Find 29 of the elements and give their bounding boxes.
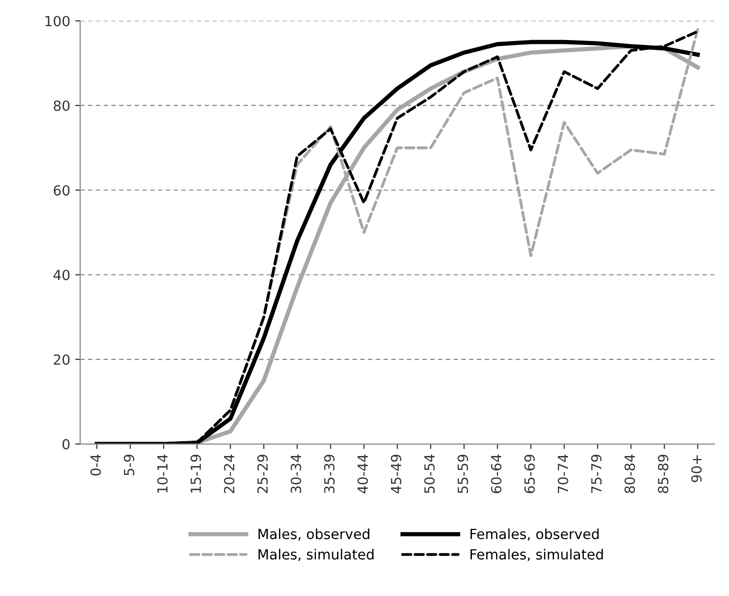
x-tick-label: 25-29 bbox=[257, 454, 268, 494]
x-tick-label: 45-49 bbox=[390, 454, 402, 494]
x-tick-label: 35-39 bbox=[324, 454, 335, 494]
legend-label: Females, simulated bbox=[470, 548, 603, 562]
x-tick-label: 20-24 bbox=[224, 454, 234, 494]
y-tick-label: 0 bbox=[62, 438, 70, 450]
x-tick-label: 55-59 bbox=[458, 454, 468, 494]
x-tick-label: 85-89 bbox=[658, 454, 668, 494]
legend-label: Males, simulated bbox=[258, 548, 374, 562]
y-tick-label: 40 bbox=[53, 270, 70, 280]
x-tick-label: 15-19 bbox=[190, 454, 202, 493]
y-tick-label: 20 bbox=[54, 354, 70, 365]
x-tick-label: 70-74 bbox=[558, 454, 568, 493]
x-tick-label: 80-84 bbox=[624, 454, 635, 494]
x-tick-label: 75-79 bbox=[591, 454, 602, 493]
x-tick-label: 90+ bbox=[691, 455, 702, 482]
x-tick-label: 5-9 bbox=[124, 454, 134, 476]
legend-label: Females, observed bbox=[470, 528, 599, 541]
x-tick-label: 65-69 bbox=[524, 454, 535, 494]
x-tick-label: 50-54 bbox=[424, 454, 435, 494]
legend-label: Males, observed bbox=[258, 528, 370, 541]
y-tick-label: 80 bbox=[54, 100, 70, 111]
y-tick-label: 60 bbox=[54, 185, 70, 196]
x-tick-label: 0-4 bbox=[90, 454, 101, 476]
x-tick-label: 10-14 bbox=[157, 454, 168, 493]
x-tick-label: 30-34 bbox=[290, 454, 302, 494]
y-tick-label: 100 bbox=[45, 16, 70, 26]
x-tick-label: 40-44 bbox=[357, 454, 368, 494]
x-tick-label: 60-64 bbox=[490, 454, 502, 494]
